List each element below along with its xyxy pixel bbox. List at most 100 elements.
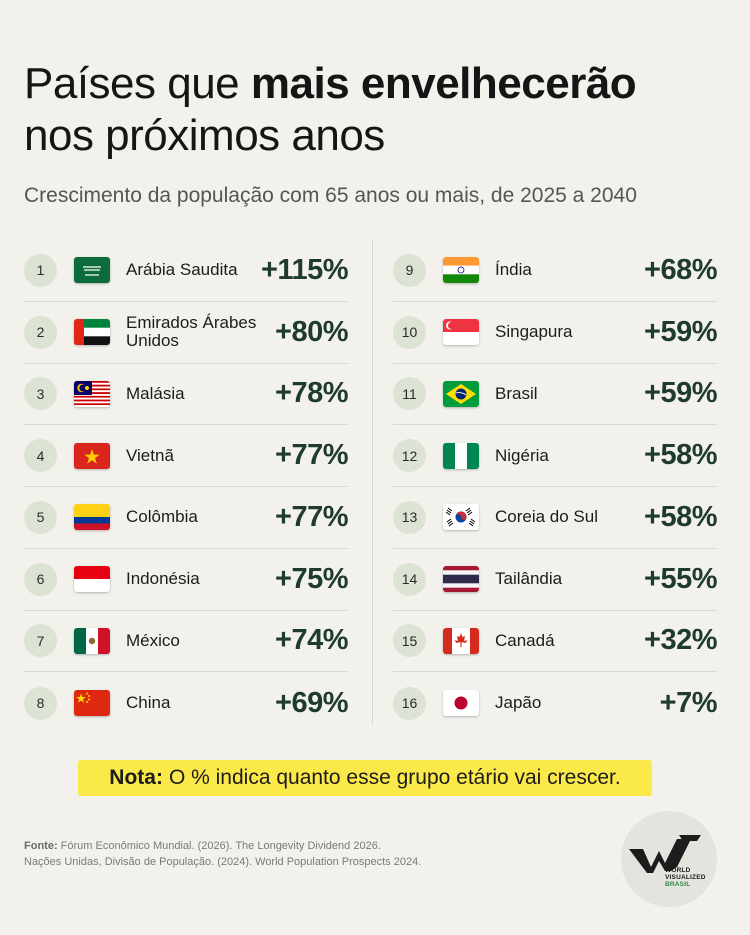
country-name-colombia: Colômbia (126, 507, 198, 527)
ranking-row: 6 Indonésia +75% (24, 549, 348, 611)
ranking-row: 11 Brasil +59% (393, 364, 717, 426)
ranking-row: 15 Canadá +32% (393, 611, 717, 673)
rank-badge: 15 (393, 624, 426, 658)
rank-badge: 5 (24, 500, 57, 534)
country-name-coreia-do-sul: Coreia do Sul (495, 507, 599, 527)
note-banner: Nota: O % indica quanto esse grupo etári… (78, 760, 652, 796)
country-name-emirados-arabes-unidos: Emirados Árabes Unidos (126, 313, 257, 351)
flag-colombia-icon (74, 504, 110, 531)
source-line-1: Fórum Econômico Mundial. (2026). The Lon… (60, 840, 381, 852)
world-visualized-logo: WORLD VISUALIZED BRASIL (621, 811, 717, 907)
growth-value: +59% (644, 315, 717, 348)
rank-badge: 12 (393, 439, 426, 473)
ranking-column-left: 1 Arábia Saudita +115% 2 Emirados Árabes Uni… (24, 240, 349, 734)
source-label: Fonte: (24, 840, 58, 852)
growth-value: +7% (659, 686, 718, 719)
rank-badge: 3 (24, 377, 57, 411)
ranking-row: 14 Tailândia +55% (393, 549, 717, 611)
flag-brazil-icon (443, 380, 479, 407)
flag-malaysia-icon (74, 380, 110, 407)
flag-canada-icon (443, 627, 479, 654)
flag-thailand-icon (443, 566, 479, 593)
country-name-china: China (126, 693, 171, 713)
country-name-nigeria: Nigéria (495, 445, 549, 465)
growth-value: +68% (644, 253, 717, 286)
column-divider (372, 240, 373, 724)
rank-badge: 1 (24, 253, 57, 287)
growth-value: +55% (644, 562, 717, 595)
rank-badge: 6 (24, 562, 57, 596)
flag-mexico-icon (74, 627, 110, 654)
country-name-japao: Japão (495, 693, 542, 713)
rank-badge: 16 (393, 686, 426, 720)
flag-saudi-arabia-icon (74, 257, 110, 284)
ranking-row: 8 China +69% (24, 672, 348, 734)
flag-india-icon (443, 257, 479, 284)
ranking-row: 12 Nigéria +58% (393, 425, 717, 487)
growth-value: +59% (644, 377, 717, 410)
growth-value: +74% (275, 624, 348, 657)
country-name-canada: Canadá (495, 630, 555, 650)
country-name-tailandia: Tailândia (495, 569, 563, 589)
growth-value: +80% (275, 315, 348, 348)
ranking-row: 3 Malásia +78% (24, 364, 348, 426)
logo-line-3: BRASIL (665, 881, 691, 888)
ranking-row: 9 Índia +68% (393, 240, 717, 302)
ranking-row: 5 Colômbia +77% (24, 487, 348, 549)
growth-value: +77% (275, 500, 348, 533)
growth-value: +69% (275, 686, 348, 719)
country-name-brasil: Brasil (495, 383, 538, 403)
flag-indonesia-icon (74, 566, 110, 593)
rank-badge: 7 (24, 624, 57, 658)
rank-badge: 9 (393, 253, 426, 287)
country-name-india: Índia (495, 260, 532, 280)
rank-badge: 11 (393, 377, 426, 411)
ranking-column-right: 9 Índia +68% 10 Singapura +59% 11 Brasil +59% 12 N… (393, 240, 718, 734)
source-line-2: Nações Unidas, Divisão de População. (20… (24, 856, 422, 868)
logo-wordmark: WORLD VISUALIZED BRASIL (665, 867, 706, 888)
title-part2: nos próximos anos (24, 111, 385, 160)
ranking-row: 10 Singapura +59% (393, 302, 717, 364)
rank-badge: 8 (24, 686, 57, 720)
note-label: Nota: (109, 766, 163, 789)
rank-badge: 14 (393, 562, 426, 596)
rank-badge: 13 (393, 500, 426, 534)
growth-value: +78% (275, 377, 348, 410)
country-name-vietna: Vietnã (126, 445, 174, 465)
flag-nigeria-icon (443, 442, 479, 469)
flag-uae-icon (74, 319, 110, 346)
ranking-row: 1 Arábia Saudita +115% (24, 240, 349, 302)
ranking-row: 13 Coreia do Sul +58% (393, 487, 717, 549)
page-title: Países que mais envelhecerão nos próximos… (24, 58, 724, 162)
country-name-mexico: México (126, 630, 180, 650)
growth-value: +115% (260, 253, 349, 286)
wv-mark-icon (629, 835, 701, 873)
note-text: O % indica quanto esse grupo etário vai … (168, 766, 621, 789)
growth-value: +58% (644, 439, 717, 472)
rank-badge: 4 (24, 439, 57, 473)
ranking-row: 16 Japão +7% (393, 672, 718, 734)
flag-vietnam-icon (74, 442, 110, 469)
flag-singapore-icon (443, 319, 479, 346)
growth-value: +58% (644, 500, 717, 533)
flag-south-korea-icon (443, 504, 479, 531)
ranking-row: 7 México +74% (24, 611, 348, 673)
country-name-singapura: Singapura (495, 322, 573, 342)
title-bold: mais envelhecerão (250, 59, 637, 108)
flag-japan-icon (443, 690, 479, 717)
flag-china-icon (74, 690, 110, 717)
country-name-malasia: Malásia (126, 383, 185, 403)
title-part1: Países que (24, 59, 251, 108)
ranking-row: 2 Emirados Árabes Unidos +80% (24, 302, 348, 364)
logo-line-1: WORLD (665, 867, 691, 874)
ranking-row: 4 Vietnã +77% (24, 425, 348, 487)
growth-value: +77% (275, 439, 348, 472)
country-name-arabia-saudita: Arábia Saudita (126, 260, 238, 280)
growth-value: +75% (275, 562, 348, 595)
rank-badge: 2 (24, 315, 57, 349)
source-citation: Fonte: Fórum Econômico Mundial. (2026). … (24, 838, 421, 870)
rank-badge: 10 (393, 315, 426, 349)
logo-line-2: VISUALIZED (665, 874, 706, 881)
country-name-indonesia: Indonésia (126, 569, 200, 589)
page-subtitle: Crescimento da população com 65 anos ou … (24, 184, 637, 207)
